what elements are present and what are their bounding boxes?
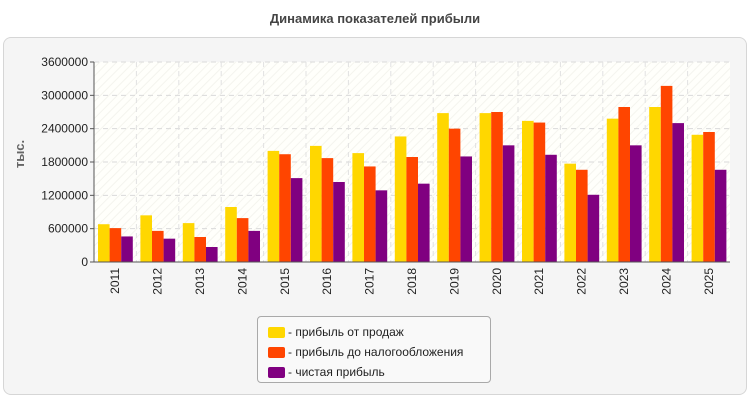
bar-2015-series-3 bbox=[290, 178, 303, 262]
bar-2013-series-2 bbox=[194, 237, 206, 262]
bar-2019-series-1 bbox=[437, 113, 449, 262]
bar-2025-series-3 bbox=[714, 169, 727, 262]
bar-2011-series-2 bbox=[109, 228, 122, 262]
bar-2022-series-2 bbox=[576, 169, 588, 262]
x-tick-label: 2011 bbox=[108, 268, 122, 294]
x-tick-label: 2014 bbox=[235, 268, 249, 295]
y-tick-label: 0 bbox=[81, 255, 88, 269]
bar-2011-series-3 bbox=[121, 236, 133, 262]
bar-2013-series-1 bbox=[182, 223, 195, 262]
x-tick-label: 2024 bbox=[659, 268, 673, 295]
bar-2019-series-2 bbox=[448, 128, 461, 262]
bar-2015-series-1 bbox=[267, 150, 280, 262]
bar-2022-series-1 bbox=[564, 163, 576, 262]
bar-2015-series-2 bbox=[279, 154, 291, 262]
bar-2012-series-2 bbox=[152, 230, 164, 262]
y-tick-label: 1200000 bbox=[41, 188, 88, 202]
bar-2013-series-3 bbox=[206, 247, 218, 262]
x-tick-label: 2013 bbox=[193, 268, 207, 295]
bar-2012-series-1 bbox=[140, 215, 152, 262]
bar-2025-series-1 bbox=[691, 134, 704, 262]
bar-2019-series-3 bbox=[460, 156, 472, 262]
bar-2018-series-3 bbox=[418, 183, 430, 262]
x-tick-label: 2017 bbox=[363, 268, 377, 295]
bar-2021-series-3 bbox=[545, 154, 557, 262]
bar-2024-series-3 bbox=[672, 123, 684, 262]
x-tick-label: 2012 bbox=[151, 268, 165, 295]
chart-title: Динамика показателей прибыли bbox=[269, 11, 481, 26]
bar-2020-series-1 bbox=[479, 113, 492, 262]
bar-2017-series-1 bbox=[352, 153, 364, 262]
x-tick-label: 2023 bbox=[617, 268, 631, 295]
bar-2024-series-1 bbox=[649, 107, 661, 262]
bar-2014-series-3 bbox=[248, 230, 260, 262]
bar-2023-series-2 bbox=[618, 107, 630, 262]
bar-2020-series-2 bbox=[491, 112, 503, 262]
x-tick-label: 2015 bbox=[278, 268, 292, 295]
bar-2016-series-2 bbox=[321, 158, 334, 262]
bar-2016-series-3 bbox=[333, 182, 345, 262]
x-tick-label: 2016 bbox=[320, 268, 334, 295]
legend-item: - прибыль от продаж bbox=[268, 322, 490, 342]
x-tick-label: 2020 bbox=[490, 268, 504, 295]
bar-2016-series-1 bbox=[310, 145, 322, 262]
bar-2014-series-1 bbox=[225, 207, 237, 262]
bar-2017-series-3 bbox=[375, 190, 388, 262]
legend-label: - прибыль до налогообложения bbox=[288, 345, 464, 359]
legend-item: - чистая прибыль bbox=[268, 362, 490, 382]
legend-label: - прибыль от продаж bbox=[288, 325, 404, 339]
x-tick-label: 2025 bbox=[702, 268, 716, 295]
bar-2018-series-2 bbox=[406, 157, 418, 262]
legend-label: - чистая прибыль bbox=[288, 365, 385, 379]
y-tick-label: 600000 bbox=[48, 222, 88, 236]
chart-legend: - прибыль от продаж - прибыль до налогооб… bbox=[257, 316, 491, 383]
y-axis-label: тыс. bbox=[12, 140, 27, 168]
y-tick-label: 1800000 bbox=[41, 155, 88, 169]
bar-2012-series-3 bbox=[163, 238, 176, 262]
bar-2021-series-1 bbox=[522, 120, 534, 262]
bar-2018-series-1 bbox=[394, 136, 407, 262]
bar-2024-series-2 bbox=[660, 85, 673, 262]
legend-swatch bbox=[268, 366, 285, 378]
x-tick-label: 2021 bbox=[532, 268, 546, 295]
bar-2023-series-3 bbox=[630, 145, 642, 262]
x-tick-label: 2022 bbox=[575, 268, 589, 295]
bar-2020-series-3 bbox=[502, 145, 515, 262]
x-tick-label: 2019 bbox=[447, 268, 461, 295]
bar-2025-series-2 bbox=[703, 132, 715, 262]
y-tick-label: 3600000 bbox=[41, 55, 88, 69]
y-tick-label: 3000000 bbox=[41, 88, 88, 102]
legend-item: - прибыль до налогообложения bbox=[268, 342, 490, 362]
bar-2023-series-1 bbox=[606, 118, 619, 263]
bar-2022-series-3 bbox=[587, 194, 600, 262]
bar-2021-series-2 bbox=[533, 122, 546, 262]
legend-swatch bbox=[268, 326, 285, 338]
legend-swatch bbox=[268, 346, 285, 358]
y-tick-label: 2400000 bbox=[41, 122, 88, 136]
x-tick-label: 2018 bbox=[405, 268, 419, 295]
bar-2014-series-2 bbox=[236, 218, 249, 262]
bar-2017-series-2 bbox=[364, 166, 376, 262]
bar-2011-series-1 bbox=[98, 224, 110, 262]
